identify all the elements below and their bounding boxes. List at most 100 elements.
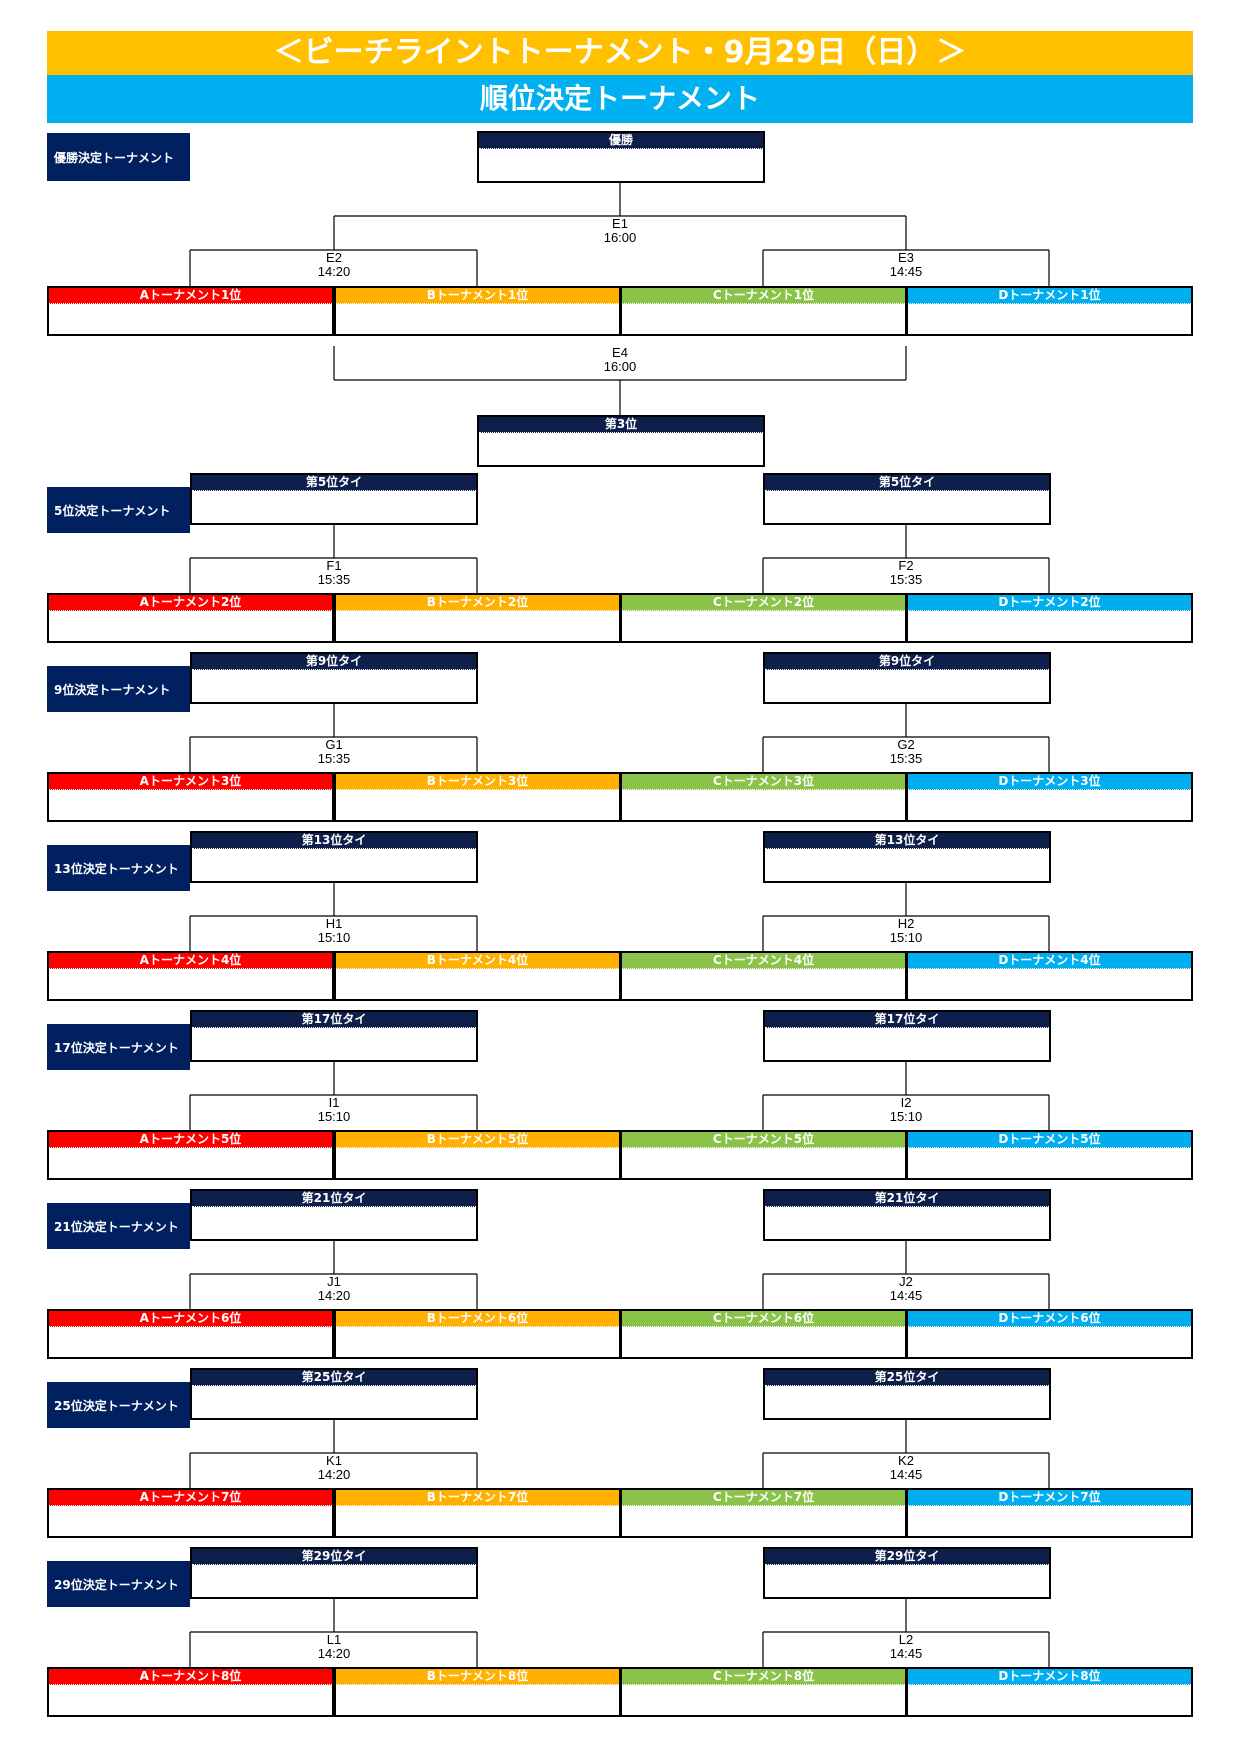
group-2-seed-b[interactable]: Bトーナメント3位	[334, 772, 621, 822]
group-5-seed-c[interactable]: Cトーナメント6位	[620, 1309, 907, 1359]
group-3-seed-b-header: Bトーナメント4位	[336, 953, 619, 969]
group-7-seed-a[interactable]: Aトーナメント8位	[47, 1667, 334, 1717]
group-3-result-left-header: 第13位タイ	[192, 833, 476, 849]
group-4-match-left-code: I1	[328, 1095, 340, 1110]
group-6-result-left-header: 第25位タイ	[192, 1370, 476, 1386]
group-7-result-right[interactable]: 第29位タイ	[763, 1547, 1051, 1599]
match-E1-time: 16:00	[603, 230, 637, 245]
group-1-match-right-code: F2	[898, 558, 914, 573]
group-6-result-right[interactable]: 第25位タイ	[763, 1368, 1051, 1420]
group-1-result-right[interactable]: 第5位タイ	[763, 473, 1051, 525]
group-5-result-right[interactable]: 第21位タイ	[763, 1189, 1051, 1241]
group-4-seed-a[interactable]: Aトーナメント5位	[47, 1130, 334, 1180]
group-6-match-left-time: 14:20	[317, 1467, 351, 1482]
group-3-seed-d-header: Dトーナメント4位	[908, 953, 1191, 969]
group-7-match-right-time: 14:45	[889, 1646, 923, 1661]
group-2-seed-a[interactable]: Aトーナメント3位	[47, 772, 334, 822]
group-2-seed-d-header: Dトーナメント3位	[908, 774, 1191, 790]
group-5-seed-a[interactable]: Aトーナメント6位	[47, 1309, 334, 1359]
group-4-seed-c[interactable]: Cトーナメント5位	[620, 1130, 907, 1180]
group-6-result-right-header: 第25位タイ	[765, 1370, 1049, 1386]
group-3-result-left[interactable]: 第13位タイ	[190, 831, 478, 883]
group-4-seed-b[interactable]: Bトーナメント5位	[334, 1130, 621, 1180]
group-3-seed-d[interactable]: Dトーナメント4位	[906, 951, 1193, 1001]
group-2-seed-b-header: Bトーナメント3位	[336, 774, 619, 790]
group-4-seed-a-header: Aトーナメント5位	[49, 1132, 332, 1148]
group-7-match-right-code: L2	[898, 1632, 914, 1647]
group-1-result-left-header: 第5位タイ	[192, 475, 476, 491]
group-3-result-right-header: 第13位タイ	[765, 833, 1049, 849]
group-6-seed-d[interactable]: Dトーナメント7位	[906, 1488, 1193, 1538]
final-seed-c[interactable]: Cトーナメント1位	[620, 286, 907, 336]
group-4-seed-d[interactable]: Dトーナメント5位	[906, 1130, 1193, 1180]
final-seed-b-header: Bトーナメント1位	[336, 288, 619, 304]
group-3-seed-c[interactable]: Cトーナメント4位	[620, 951, 907, 1001]
match-E2-time: 14:20	[317, 264, 351, 279]
match-E4-code: E4	[612, 345, 628, 360]
group-4-match-right-time: 15:10	[889, 1109, 923, 1124]
group-2-result-right[interactable]: 第9位タイ	[763, 652, 1051, 704]
group-7-result-right-header: 第29位タイ	[765, 1549, 1049, 1565]
group-3-match-left-code: H1	[325, 916, 343, 931]
group-4-match-right-code: I2	[900, 1095, 912, 1110]
group-7-seed-c[interactable]: Cトーナメント8位	[620, 1667, 907, 1717]
group-3-result-right[interactable]: 第13位タイ	[763, 831, 1051, 883]
final-seed-d-header: Dトーナメント1位	[908, 288, 1191, 304]
group-1-seed-a[interactable]: Aトーナメント2位	[47, 593, 334, 643]
group-6-label: 25位決定トーナメント	[47, 1382, 190, 1428]
group-4-match-left-time: 15:10	[317, 1109, 351, 1124]
group-1-result-left[interactable]: 第5位タイ	[190, 473, 478, 525]
group-6-match-right-code: K2	[898, 1453, 914, 1468]
group-7-seed-d-header: Dトーナメント8位	[908, 1669, 1191, 1685]
group-1-seed-c[interactable]: Cトーナメント2位	[620, 593, 907, 643]
group-2-seed-d[interactable]: Dトーナメント3位	[906, 772, 1193, 822]
group-6-seed-a-header: Aトーナメント7位	[49, 1490, 332, 1506]
group-7-seed-a-header: Aトーナメント8位	[49, 1669, 332, 1685]
group-5-result-left[interactable]: 第21位タイ	[190, 1189, 478, 1241]
group-1-label: 5位決定トーナメント	[47, 487, 190, 533]
group-7-result-left[interactable]: 第29位タイ	[190, 1547, 478, 1599]
group-4-result-right[interactable]: 第17位タイ	[763, 1010, 1051, 1062]
group-5-seed-c-header: Cトーナメント6位	[622, 1311, 905, 1327]
group-7-seed-b[interactable]: Bトーナメント8位	[334, 1667, 621, 1717]
group-2-result-left[interactable]: 第9位タイ	[190, 652, 478, 704]
match-E4: E4 16:00	[560, 346, 680, 374]
group-4-seed-c-header: Cトーナメント5位	[622, 1132, 905, 1148]
group-7-label: 29位決定トーナメント	[47, 1561, 190, 1607]
third-place-box[interactable]: 第3位	[477, 415, 765, 467]
group-2-seed-c[interactable]: Cトーナメント3位	[620, 772, 907, 822]
group-3-match-right: H2 15:10	[846, 917, 966, 945]
final-seed-d[interactable]: Dトーナメント1位	[906, 286, 1193, 336]
group-7-match-left-code: L1	[326, 1632, 342, 1647]
group-6-match-left: K1 14:20	[274, 1454, 394, 1482]
group-3-seed-a[interactable]: Aトーナメント4位	[47, 951, 334, 1001]
group-4-result-right-header: 第17位タイ	[765, 1012, 1049, 1028]
group-6-match-right-time: 14:45	[889, 1467, 923, 1482]
final-seed-a[interactable]: Aトーナメント1位	[47, 286, 334, 336]
group-1-match-left: F1 15:35	[274, 559, 394, 587]
group-1-seed-d[interactable]: Dトーナメント2位	[906, 593, 1193, 643]
group-2-match-left-code: G1	[325, 737, 343, 752]
match-E1: E1 16:00	[560, 217, 680, 245]
final-seed-b[interactable]: Bトーナメント1位	[334, 286, 621, 336]
group-3-match-left: H1 15:10	[274, 917, 394, 945]
group-6-result-left[interactable]: 第25位タイ	[190, 1368, 478, 1420]
champion-box[interactable]: 優勝	[477, 131, 765, 183]
group-6-seed-b[interactable]: Bトーナメント7位	[334, 1488, 621, 1538]
group-1-seed-d-header: Dトーナメント2位	[908, 595, 1191, 611]
group-3-seed-b[interactable]: Bトーナメント4位	[334, 951, 621, 1001]
group-5-seed-d[interactable]: Dトーナメント6位	[906, 1309, 1193, 1359]
group-7-match-left: L1 14:20	[274, 1633, 394, 1661]
group-5-seed-b[interactable]: Bトーナメント6位	[334, 1309, 621, 1359]
group-7-seed-d[interactable]: Dトーナメント8位	[906, 1667, 1193, 1717]
group-1-seed-b[interactable]: Bトーナメント2位	[334, 593, 621, 643]
group-6-seed-a[interactable]: Aトーナメント7位	[47, 1488, 334, 1538]
group-6-seed-c[interactable]: Cトーナメント7位	[620, 1488, 907, 1538]
group-4-match-right: I2 15:10	[846, 1096, 966, 1124]
final-seed-c-header: Cトーナメント1位	[622, 288, 905, 304]
group-4-result-left[interactable]: 第17位タイ	[190, 1010, 478, 1062]
group-2-result-right-header: 第9位タイ	[765, 654, 1049, 670]
group-5-match-right-code: J2	[899, 1274, 913, 1289]
group-7-match-left-time: 14:20	[317, 1646, 351, 1661]
group-6-seed-b-header: Bトーナメント7位	[336, 1490, 619, 1506]
